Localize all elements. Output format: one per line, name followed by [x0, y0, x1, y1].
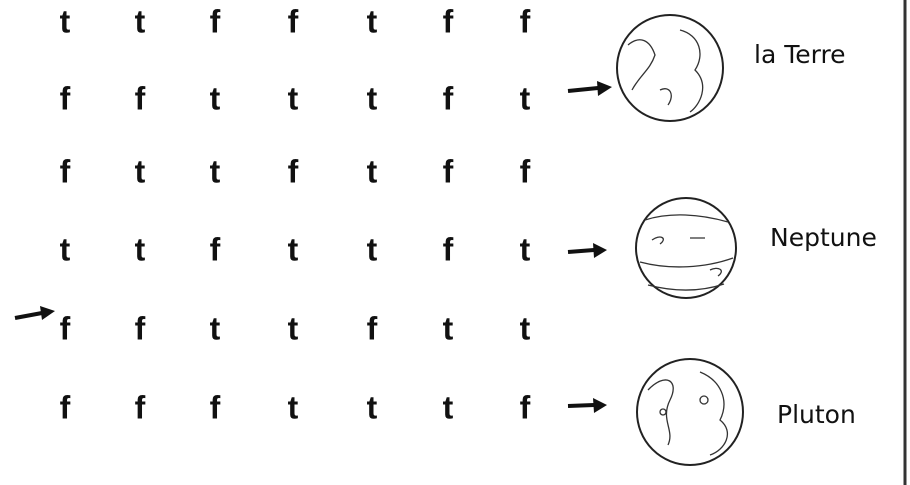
letter: f [520, 153, 531, 189]
planet-label: la Terre [754, 40, 846, 69]
letter: t [367, 389, 378, 425]
letter: f [60, 80, 71, 116]
pluto [636, 358, 744, 466]
bands [639, 214, 734, 291]
letter: t [443, 389, 454, 425]
letter: f [210, 231, 221, 267]
letter: f [135, 389, 146, 425]
letter: f [60, 310, 71, 346]
letter: t [210, 80, 221, 116]
planet-circle [616, 14, 724, 122]
letter: t [367, 153, 378, 189]
letter: t [288, 80, 299, 116]
letter: f [367, 310, 378, 346]
letter: f [520, 3, 531, 39]
arrow [567, 248, 595, 254]
arrows [14, 81, 612, 413]
planet-label: Neptune [770, 223, 877, 252]
earth [616, 14, 724, 122]
letter: t [520, 310, 531, 346]
continents [627, 29, 704, 113]
letter: f [60, 153, 71, 189]
arrow [14, 311, 43, 320]
arrow-head [597, 81, 612, 96]
letter: t [520, 231, 531, 267]
letter: t [60, 3, 71, 39]
letter: t [210, 153, 221, 189]
letter-grid: t t f f t f f f f t t t f t f t t f t f f t t f t t f t f f t t f t t f f f t t… [60, 3, 531, 425]
letter: f [210, 389, 221, 425]
letter: t [135, 153, 146, 189]
planet-label: Pluton [777, 400, 856, 429]
letter: f [443, 231, 454, 267]
letter: t [367, 231, 378, 267]
letter: f [135, 310, 146, 346]
letter: t [135, 231, 146, 267]
letter: t [288, 389, 299, 425]
letter: f [288, 3, 299, 39]
planet-circle [636, 358, 744, 466]
letter: t [210, 310, 221, 346]
letter: t [367, 3, 378, 39]
neptune [635, 197, 737, 299]
letter: f [288, 153, 299, 189]
arrow [567, 403, 595, 408]
letter: f [135, 80, 146, 116]
letter: t [60, 231, 71, 267]
letter: f [443, 80, 454, 116]
arrow-head [40, 306, 55, 320]
letter: f [443, 153, 454, 189]
terrain [647, 371, 729, 456]
arrow-head [593, 398, 607, 413]
letter: f [443, 3, 454, 39]
letter: f [60, 389, 71, 425]
letter: t [135, 3, 146, 39]
letter: f [210, 3, 221, 39]
planet-circle [635, 197, 737, 299]
letter: t [288, 310, 299, 346]
letter: t [520, 80, 531, 116]
letter: t [443, 310, 454, 346]
arrow [567, 86, 599, 93]
letter: f [520, 389, 531, 425]
arrow-head [593, 243, 607, 258]
letter: t [367, 80, 378, 116]
letter: t [288, 231, 299, 267]
planet-labels: la Terre Neptune Pluton [754, 40, 877, 429]
